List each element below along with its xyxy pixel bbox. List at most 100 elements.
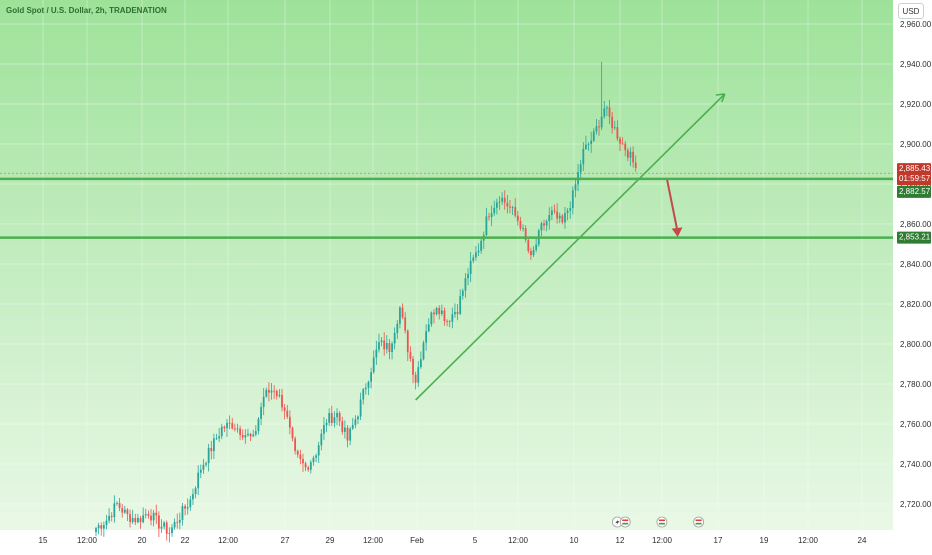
candle-body — [330, 413, 333, 423]
candle-body — [467, 273, 469, 279]
candle-body — [346, 427, 349, 441]
candle-body — [194, 488, 197, 495]
candle-body — [469, 260, 472, 274]
candle-body — [312, 457, 315, 463]
time-tick-label: 12:00 — [363, 536, 384, 545]
candle-body — [207, 447, 210, 464]
candle-body — [532, 249, 535, 256]
candle-body — [585, 144, 587, 149]
candle-body — [495, 202, 498, 208]
candle-body — [344, 427, 346, 432]
candle-body — [168, 532, 171, 534]
candle-body — [239, 428, 241, 435]
price-tick-label: 2,840.00 — [900, 260, 932, 269]
candle-body — [385, 343, 388, 350]
candle-body — [100, 525, 103, 529]
drawing-tools[interactable] — [0, 93, 893, 401]
candle-body — [383, 340, 386, 350]
candle-body — [218, 436, 221, 439]
candle-body — [121, 508, 124, 513]
candle-body — [401, 307, 404, 318]
candle-body — [558, 215, 561, 219]
time-axis[interactable]: 15 12:00 20 22 12:00 27 29 12:00 Feb 5 12:00 10 12 12… — [39, 536, 867, 545]
time-tick-label: 10 — [570, 536, 579, 545]
currency-button[interactable]: USD — [898, 3, 924, 19]
candle-body — [213, 438, 215, 452]
time-tick-label: 12:00 — [218, 536, 239, 545]
candle-body — [357, 416, 359, 420]
level-tag-upper-text: 2,882.57 — [899, 187, 931, 196]
candle-body — [406, 330, 409, 353]
candle-body — [488, 216, 490, 218]
candle-body — [152, 512, 155, 521]
candle-body — [220, 426, 223, 437]
price-tick-label: 2,820.00 — [900, 300, 932, 309]
event-markers[interactable] — [611, 516, 704, 528]
candle-body — [362, 389, 365, 400]
price-axis-panel — [893, 0, 932, 550]
candle-body — [265, 389, 268, 397]
candle-body — [464, 278, 467, 291]
trend-arrowhead — [715, 93, 726, 103]
candle-body — [498, 201, 501, 203]
candle-body — [126, 509, 129, 515]
level-tag-upper-bg — [897, 185, 931, 198]
candle-body — [147, 514, 150, 516]
candle-body — [629, 151, 632, 158]
candle-body — [349, 428, 352, 441]
candle-body — [189, 499, 192, 508]
price-tick-label: 2,960.00 — [900, 20, 932, 29]
candle-body — [414, 374, 417, 383]
flag-icon[interactable] — [693, 516, 704, 528]
candle-body — [380, 340, 383, 343]
candle-body — [163, 522, 166, 527]
candle-body — [281, 395, 283, 408]
candle-body — [254, 431, 257, 435]
candle-body — [477, 250, 480, 253]
candle-body — [433, 312, 435, 315]
candle-body — [516, 215, 519, 221]
candle-body — [210, 447, 213, 452]
candle-body — [522, 228, 524, 230]
candle-body — [291, 427, 294, 439]
candle-body — [197, 472, 200, 489]
candle-body — [550, 210, 553, 216]
candle-body — [283, 407, 286, 411]
candle-body — [273, 390, 276, 392]
candle-body — [241, 434, 244, 438]
candle-body — [446, 320, 448, 322]
candle-body — [422, 342, 425, 360]
candle-body — [354, 419, 357, 425]
candle-body — [296, 450, 299, 455]
time-tick-label: 12:00 — [77, 536, 98, 545]
candle-body — [503, 197, 506, 203]
candle-body — [367, 381, 370, 388]
candle-body — [566, 210, 569, 214]
time-tick-label: 19 — [760, 536, 769, 545]
candle-body — [223, 426, 226, 429]
candle-body — [286, 410, 289, 417]
candle-body — [260, 407, 262, 419]
candle-body — [564, 213, 566, 223]
candle-body — [579, 164, 582, 173]
candle-body — [592, 131, 595, 141]
price-tick-label: 2,760.00 — [900, 420, 932, 429]
candle-body — [205, 463, 207, 465]
candle-body — [215, 438, 218, 440]
candle-body — [396, 323, 399, 334]
plot-background — [0, 0, 893, 530]
candle-body — [535, 244, 538, 250]
candle-body — [236, 428, 239, 430]
candle-body — [540, 223, 543, 231]
flag-icon[interactable] — [656, 516, 668, 528]
candle-body — [359, 399, 362, 417]
candle-body — [95, 528, 97, 533]
candle-body — [341, 421, 344, 432]
price-tick-label: 2,860.00 — [900, 220, 932, 229]
candle-body — [393, 333, 396, 344]
candle-body — [480, 240, 483, 251]
flag-icon[interactable] — [619, 516, 631, 528]
